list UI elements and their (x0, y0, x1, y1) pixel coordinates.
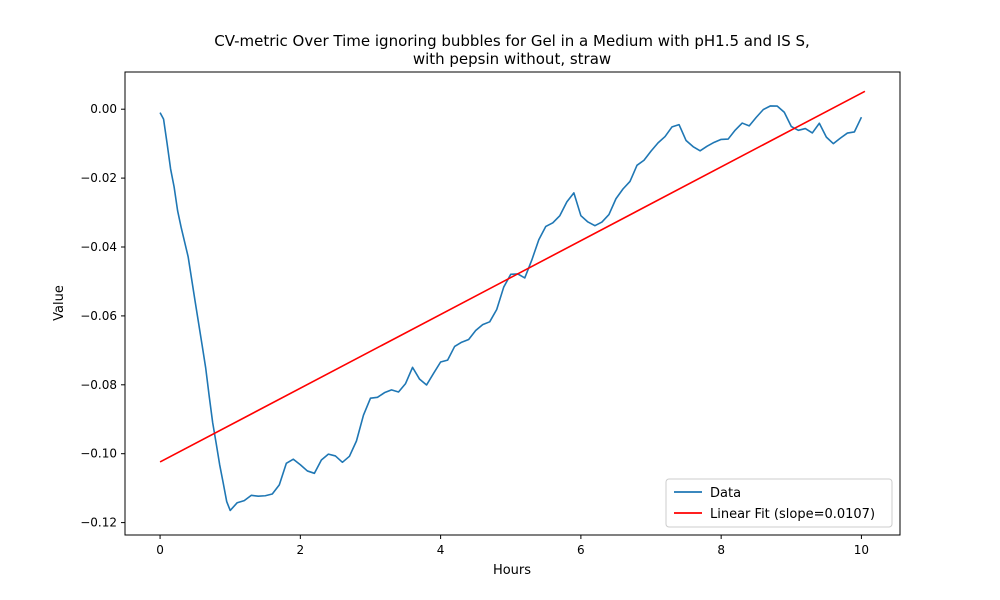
y-tick-label: −0.08 (80, 378, 117, 392)
plot-area (125, 72, 900, 535)
legend-box (665, 478, 893, 528)
legend-entry: Linear Fit (slope=0.0107) (710, 507, 875, 522)
plot-background (125, 72, 900, 535)
x-tick-label: 2 (297, 543, 305, 557)
x-tick-label: 4 (437, 543, 445, 557)
chart-title-line2: with pepsin without, straw (413, 50, 611, 68)
x-tick-label: 0 (156, 543, 164, 557)
y-tick-label: 0.00 (90, 102, 117, 116)
y-axis-label: Value (52, 285, 67, 321)
axes-frame (124, 71, 901, 536)
y-tick-label: −0.12 (80, 516, 117, 530)
chart-title-line1: CV-metric Over Time ignoring bubbles for… (214, 32, 810, 50)
series-line-data (159, 105, 863, 512)
legend: Data Linear Fit (slope=0.0107) (665, 478, 893, 528)
x-tick-label: 8 (717, 543, 725, 557)
series-layer (159, 90, 866, 512)
y-tick-label: −0.10 (80, 447, 117, 461)
y-tick-label: −0.06 (80, 309, 117, 323)
y-tick-label: −0.02 (80, 171, 117, 185)
y-tick-label: −0.04 (80, 240, 117, 254)
x-tick-label: 6 (577, 543, 585, 557)
x-axis-label: Hours (493, 563, 531, 578)
series-line-linear-fit (159, 90, 866, 463)
x-tick-label: 10 (854, 543, 869, 557)
axes-layer: 0 2 4 6 8 10 0.00 −0.02 −0.04 −0.06 −0.08 −0.10 −0.1… (80, 71, 901, 557)
legend-entry: Data (710, 486, 741, 501)
